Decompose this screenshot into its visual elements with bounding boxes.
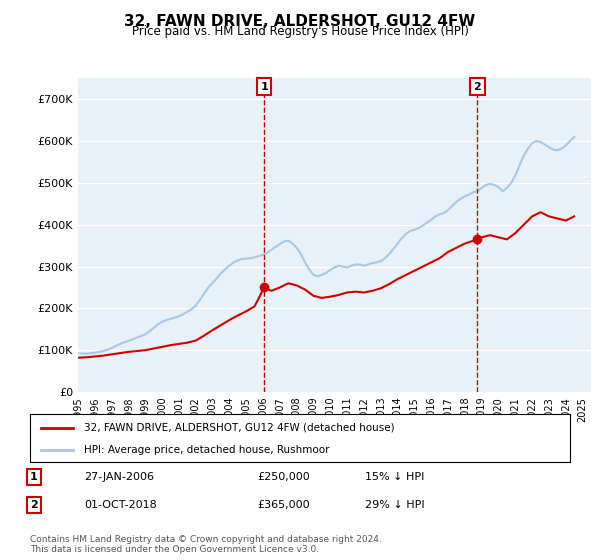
Text: 32, FAWN DRIVE, ALDERSHOT, GU12 4FW (detached house): 32, FAWN DRIVE, ALDERSHOT, GU12 4FW (det… (84, 423, 395, 433)
Text: 15% ↓ HPI: 15% ↓ HPI (365, 472, 424, 482)
Text: Price paid vs. HM Land Registry's House Price Index (HPI): Price paid vs. HM Land Registry's House … (131, 25, 469, 38)
Text: HPI: Average price, detached house, Rushmoor: HPI: Average price, detached house, Rush… (84, 445, 329, 455)
Text: Contains HM Land Registry data © Crown copyright and database right 2024.
This d: Contains HM Land Registry data © Crown c… (30, 535, 382, 554)
Text: 2: 2 (473, 82, 481, 91)
Text: £250,000: £250,000 (257, 472, 310, 482)
Text: 2: 2 (30, 500, 38, 510)
Text: 01-OCT-2018: 01-OCT-2018 (84, 500, 157, 510)
Text: 32, FAWN DRIVE, ALDERSHOT, GU12 4FW: 32, FAWN DRIVE, ALDERSHOT, GU12 4FW (124, 14, 476, 29)
Text: 1: 1 (260, 82, 268, 91)
Text: 29% ↓ HPI: 29% ↓ HPI (365, 500, 424, 510)
Text: £365,000: £365,000 (257, 500, 310, 510)
Text: 27-JAN-2006: 27-JAN-2006 (84, 472, 154, 482)
Text: 1: 1 (30, 472, 38, 482)
